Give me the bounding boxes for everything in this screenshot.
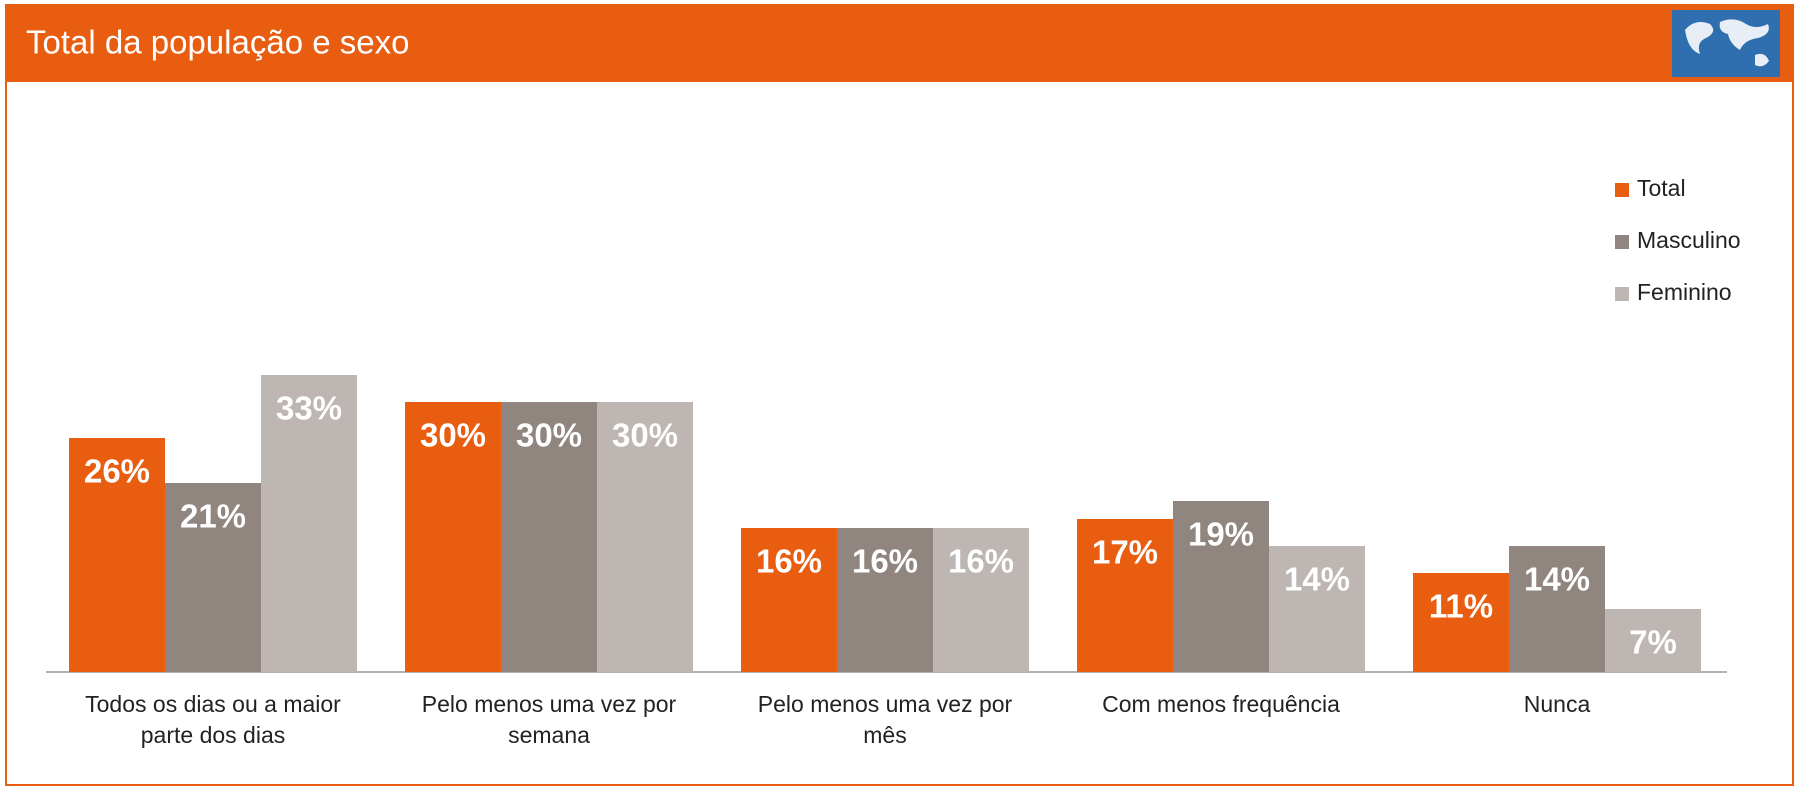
chart-title: Total da população e sexo [26, 24, 409, 61]
value-label: 16% [852, 543, 918, 580]
value-label: 16% [948, 543, 1014, 580]
x-tick-label: Pelo menos uma vez por mês [757, 691, 1013, 748]
legend-swatch [1615, 287, 1629, 301]
bar [741, 528, 837, 672]
x-tick-label: Nunca [1523, 691, 1591, 717]
bar [69, 438, 165, 672]
legend-label: Masculino [1637, 227, 1741, 253]
bar [1413, 573, 1509, 672]
value-label: 30% [516, 417, 582, 454]
legend-swatch [1615, 183, 1629, 197]
bar [1269, 546, 1365, 672]
bar [1509, 546, 1605, 672]
value-label: 17% [1092, 534, 1158, 571]
bar [933, 528, 1029, 672]
bar [405, 402, 501, 672]
bar [501, 402, 597, 672]
x-tick-label: Todos os dias ou a maior parte dos dias [85, 691, 341, 748]
bar [165, 483, 261, 672]
value-label: 21% [180, 498, 246, 535]
bar [1077, 519, 1173, 672]
x-tick-label: Pelo menos uma vez por semana [421, 691, 677, 748]
header-bar [6, 5, 1793, 82]
bar [597, 402, 693, 672]
bar [1173, 501, 1269, 672]
value-label: 7% [1629, 624, 1677, 661]
value-label: 30% [612, 417, 678, 454]
value-label: 11% [1429, 588, 1493, 625]
bar [837, 528, 933, 672]
legend-label: Feminino [1637, 279, 1732, 305]
value-label: 14% [1284, 561, 1350, 598]
legend-label: Total [1637, 175, 1686, 201]
value-label: 19% [1188, 516, 1254, 553]
value-label: 30% [420, 417, 486, 454]
bar [261, 375, 357, 672]
value-label: 16% [756, 543, 822, 580]
value-label: 26% [84, 453, 150, 490]
value-label: 33% [276, 390, 342, 427]
globe-icon [1672, 10, 1780, 77]
value-label: 14% [1524, 561, 1590, 598]
legend-swatch [1615, 235, 1629, 249]
bar [1605, 609, 1701, 672]
x-tick-label: Com menos frequência [1102, 691, 1340, 717]
